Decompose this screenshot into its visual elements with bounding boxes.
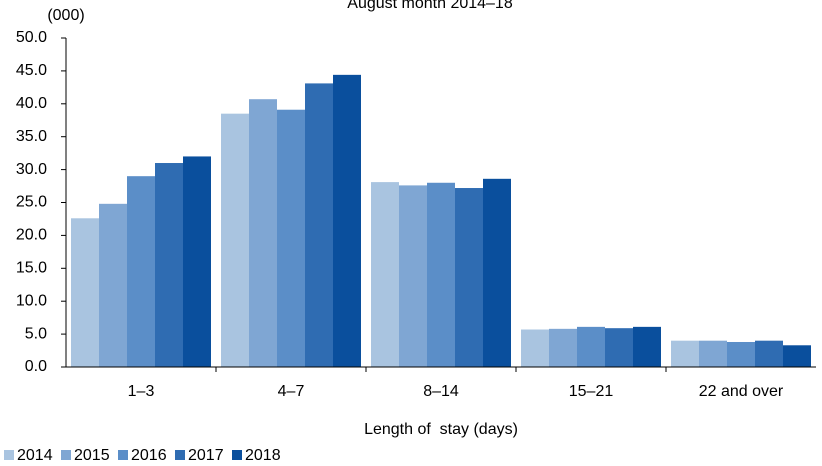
y-tick-label: 5.0	[25, 325, 47, 342]
y-tick-label: 0.0	[25, 358, 47, 375]
bar	[549, 328, 577, 367]
bar	[305, 83, 333, 367]
y-tick-label: 45.0	[16, 62, 47, 79]
bar	[483, 178, 511, 367]
bar	[521, 329, 549, 367]
bar	[99, 203, 127, 367]
bar	[333, 74, 361, 368]
y-tick-label: 25.0	[16, 194, 47, 211]
bar	[371, 182, 399, 367]
bar	[427, 182, 455, 367]
y-tick-label: 50.0	[16, 29, 47, 46]
bar	[577, 326, 605, 367]
legend-swatch	[61, 450, 71, 460]
bar	[399, 185, 427, 367]
y-tick-label: 15.0	[16, 260, 47, 277]
bar	[249, 99, 277, 367]
bar	[277, 109, 305, 368]
x-tick-label: 1–3	[128, 383, 155, 400]
bar	[155, 163, 183, 367]
bar	[671, 340, 699, 367]
legend-label: 2017	[188, 447, 224, 464]
x-tick-label: 8–14	[423, 383, 459, 400]
x-tick-label: 22 and over	[699, 383, 784, 400]
legend-label: 2015	[74, 447, 110, 464]
bar	[605, 328, 633, 367]
legend-swatch	[175, 450, 185, 460]
y-tick-label: 20.0	[16, 227, 47, 244]
bar	[71, 218, 99, 367]
bar	[755, 340, 783, 367]
bar	[699, 340, 727, 367]
x-axis-label: Length of stay (days)	[364, 421, 518, 438]
bar	[633, 326, 661, 367]
y-tick-label: 40.0	[16, 95, 47, 112]
legend-label: 2014	[17, 447, 53, 464]
legend-label: 2016	[131, 447, 167, 464]
legend-label: 2018	[245, 447, 281, 464]
chart-title: August month 2014–18	[347, 0, 513, 12]
y-tick-label: 35.0	[16, 128, 47, 145]
bar	[183, 156, 211, 367]
y-tick-label: 30.0	[16, 161, 47, 178]
bar	[455, 188, 483, 367]
y-unit: (000)	[47, 7, 84, 24]
y-tick-label: 10.0	[16, 292, 47, 309]
x-tick-label: 4–7	[278, 383, 305, 400]
bar	[221, 113, 249, 367]
legend-swatch	[4, 450, 14, 460]
x-tick-label: 15–21	[569, 383, 614, 400]
bar	[727, 341, 755, 367]
legend-swatch	[118, 450, 128, 460]
legend-swatch	[232, 450, 242, 460]
bar	[783, 345, 811, 367]
bar	[127, 176, 155, 367]
